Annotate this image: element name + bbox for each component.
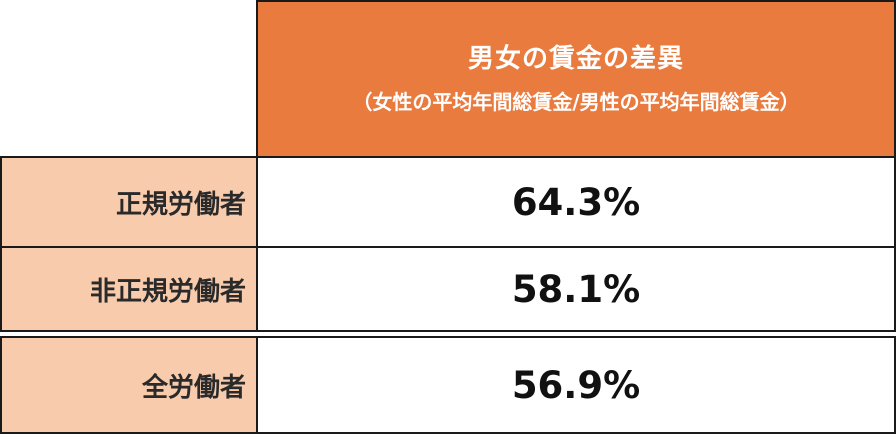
row-value-regular: 64.3% bbox=[256, 156, 896, 248]
row-label-all: 全労働者 bbox=[0, 336, 258, 434]
row-value-non-regular: 58.1% bbox=[256, 246, 896, 332]
table-corner bbox=[0, 0, 258, 157]
header-title: 男女の賃金の差異 bbox=[467, 44, 684, 75]
row-label-regular: 正規労働者 bbox=[0, 156, 258, 248]
header-subtitle: （女性の平均年間総賃金/男性の平均年間総賃金） bbox=[352, 89, 800, 114]
row-label-non-regular: 非正規労働者 bbox=[0, 246, 258, 332]
row-value-all: 56.9% bbox=[256, 336, 896, 434]
table-header: 男女の賃金の差異 （女性の平均年間総賃金/男性の平均年間総賃金） bbox=[256, 0, 896, 158]
